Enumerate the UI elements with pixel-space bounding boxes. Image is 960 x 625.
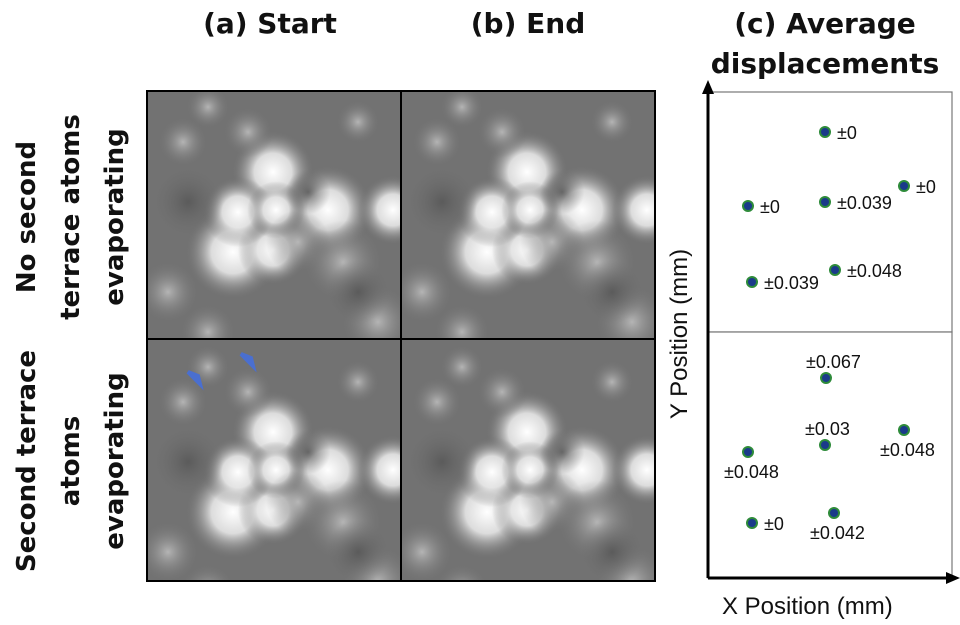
atom-blob (326, 520, 390, 580)
row-label-bottom-line2: atoms (56, 415, 86, 507)
atom-blob (326, 260, 390, 324)
point-label: ±0.048 (847, 261, 902, 281)
atom-blob (357, 174, 400, 246)
x-axis-label: X Position (mm) (722, 593, 893, 620)
atom-blob (580, 260, 644, 324)
atom-blob (222, 366, 274, 418)
arrow-icon (239, 352, 257, 373)
atom-blob (222, 106, 274, 158)
column-title-end: (b) End (470, 7, 586, 40)
point-label: ±0 (760, 197, 780, 217)
atom-blob (439, 344, 485, 390)
row-label-second-terrace: Second terrace atoms evaporating (5, 336, 137, 586)
data-point (900, 182, 908, 190)
atom-blob (402, 260, 454, 324)
x-axis-arrow-icon (946, 572, 960, 584)
point-label: ±0 (764, 514, 784, 534)
data-point (900, 426, 908, 434)
atom-blob (152, 426, 224, 498)
plot-box-top (707, 91, 953, 333)
atom-blob (157, 376, 209, 428)
atom-blob (476, 366, 528, 418)
stm-image-bottom-start-svg (148, 340, 400, 580)
point-label: ±0.039 (764, 273, 819, 293)
point-label: ±0.042 (810, 523, 865, 543)
data-point (744, 202, 752, 210)
atom-blob (611, 434, 654, 506)
stm-image-bottom-start (146, 338, 402, 582)
data-point (830, 509, 838, 517)
atom-blob (411, 376, 463, 428)
row-label-top-line2: terrace atoms (56, 114, 86, 320)
row-label-bottom-line1: Second terrace (12, 349, 42, 573)
point-label: ±0 (837, 123, 857, 143)
atom-blob (406, 166, 478, 238)
atom-blob (157, 116, 209, 168)
atom-blob (285, 169, 331, 215)
y-axis-arrow-icon (702, 80, 714, 94)
displacement-plot: ±0 ±0 ±0.039 ±0 ±0.048 ±0.039 ±0.067 ±0.03 ±0.04… (702, 80, 960, 584)
atom-blob (439, 92, 485, 130)
atom-blob (611, 174, 654, 246)
atom-blob (179, 303, 237, 338)
row-label-top-line3: evaporating (100, 128, 130, 306)
stm-image-top-end (400, 90, 656, 340)
atom-blob (148, 260, 200, 324)
atom-blob (148, 520, 200, 580)
column-title-average-line2: displacements (710, 47, 940, 80)
data-point (831, 266, 839, 274)
point-label: ±0.039 (837, 193, 892, 213)
atom-blob (539, 169, 585, 215)
atom-blob (433, 303, 491, 338)
column-title-average-line1: (c) Average (734, 7, 916, 40)
atom-blob (285, 429, 331, 475)
atom-blob (335, 359, 381, 405)
stm-image-top-start-svg (148, 92, 400, 338)
atom-blob (185, 92, 231, 130)
point-label: ±0.048 (724, 462, 779, 482)
arrow-icon (186, 370, 204, 391)
atom-blob (580, 520, 644, 580)
data-point (744, 448, 752, 456)
atom-blob (152, 166, 224, 238)
data-point (748, 519, 756, 527)
atom-blob (185, 344, 231, 390)
stm-image-top-start (146, 90, 402, 340)
point-label: ±0.03 (805, 419, 850, 439)
data-point (821, 441, 829, 449)
point-label: ±0.067 (806, 352, 861, 372)
atom-blob (589, 99, 635, 145)
atom-blob (435, 563, 489, 580)
atom-blob (476, 106, 528, 158)
atom-blob (406, 426, 478, 498)
atom-blob (589, 359, 635, 405)
column-title-start: (a) Start (203, 7, 337, 40)
data-point (748, 278, 756, 286)
point-label: ±0.048 (880, 440, 935, 460)
atom-blob (181, 563, 235, 580)
atom-blob (402, 520, 454, 580)
atom-blob (357, 434, 400, 506)
stm-image-bottom-end-svg (402, 340, 654, 580)
data-point (821, 198, 829, 206)
stm-image-bottom-end (400, 338, 656, 582)
stm-image-top-end-svg (402, 92, 654, 338)
row-label-top-line1: No second (12, 140, 42, 294)
row-label-no-second-terrace: No second terrace atoms evaporating (5, 92, 137, 342)
arrow-markers (186, 352, 257, 391)
row-label-bottom-line3: evaporating (100, 372, 130, 550)
atom-blob (539, 429, 585, 475)
y-axis-label: Y Position (mm) (666, 248, 693, 420)
point-label: ±0 (916, 177, 936, 197)
atom-blob (335, 99, 381, 145)
atom-blob (411, 116, 463, 168)
data-point (822, 374, 830, 382)
data-point (821, 128, 829, 136)
